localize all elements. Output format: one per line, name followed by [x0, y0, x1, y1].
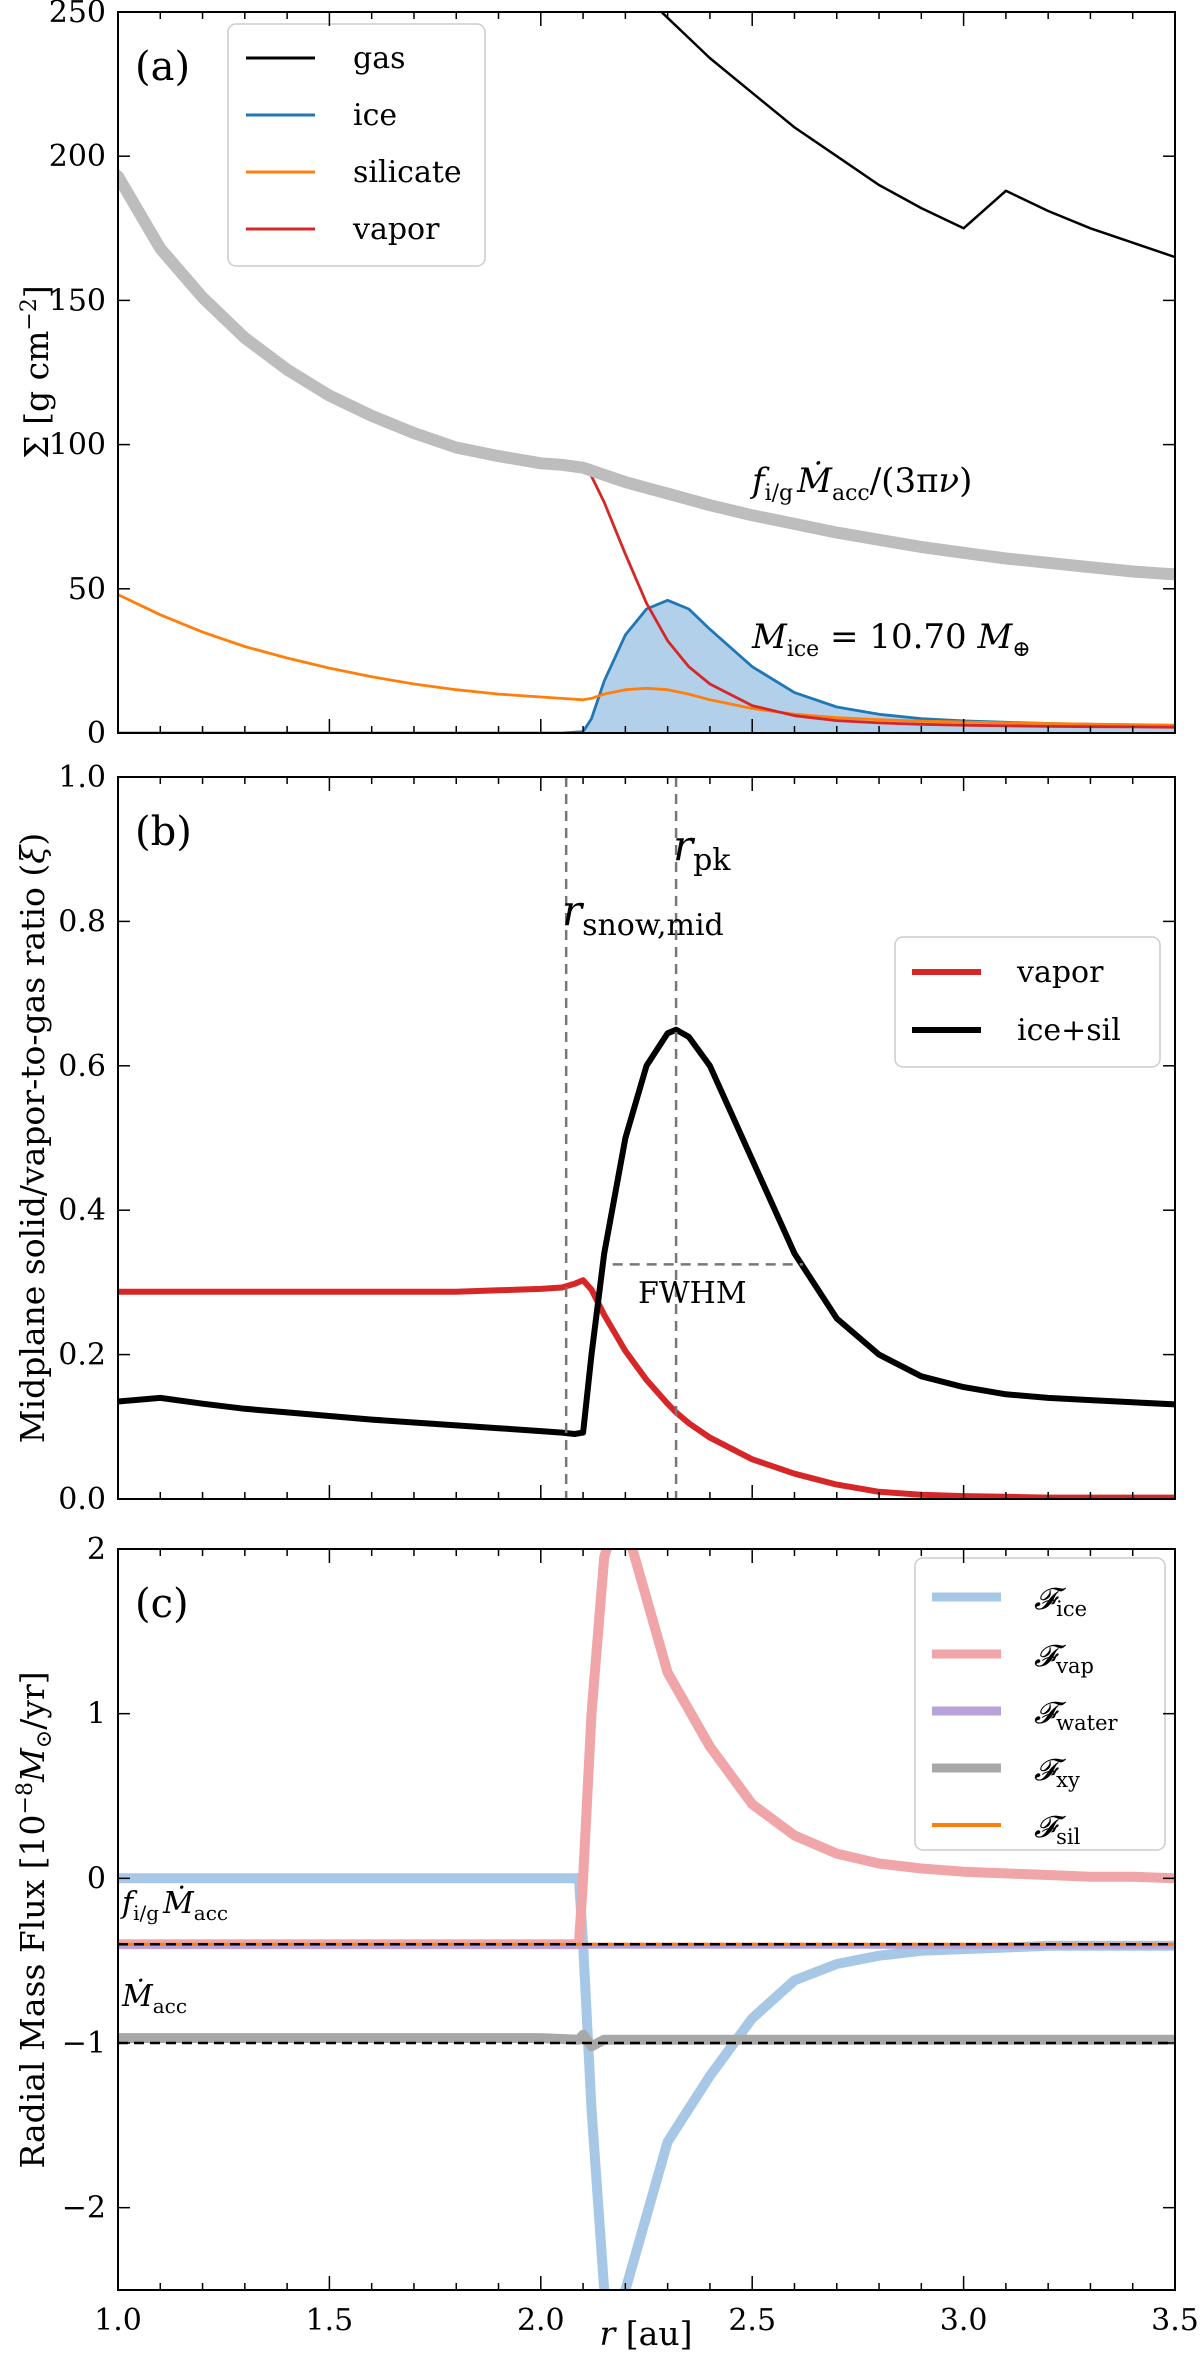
panel-a-ylabel: Σ [g cm−2] — [17, 285, 56, 458]
y-tick-label: 0.2 — [58, 1338, 106, 1373]
r-pk-label: rpk — [673, 821, 731, 878]
panel-b-frame — [117, 776, 1176, 1500]
series-gas-line — [659, 12, 1175, 259]
legend-icesil-label: ice+sil — [1017, 1013, 1121, 1048]
panel-c-ticks: −2 −1 0 1 2 1.0 1.5 2.0 2.5 3.0 3.5 — [62, 1532, 1199, 2338]
panel-b: rpk rsnow,mid FWHM vapor ice+sil 0.00.20… — [13, 760, 1176, 1517]
legend-frame — [227, 23, 486, 267]
legend-gas-label: gas — [353, 41, 406, 76]
x-tick-label: 1.0 — [94, 2303, 142, 2338]
y-tick-label: 150 — [49, 283, 106, 318]
legend-ice-label: ice — [353, 98, 397, 133]
y-tick-label: 200 — [49, 139, 106, 174]
panel-a-frame — [117, 11, 1176, 734]
panel-a: fi/g Ṁacc/(3πν) Mice = 10.70 M⊕ gas ice s… — [17, 0, 1176, 751]
panel-c-ylabel: Radial Mass Flux [10−8M⊙/yr] — [13, 1671, 57, 2168]
y-tick-label: 100 — [49, 428, 106, 463]
y-tick-label: 250 — [49, 0, 106, 30]
panel-c-frame — [117, 1548, 1176, 2291]
panel-a-ticks: 0 50 100 150 200 250 — [49, 0, 1176, 751]
Macc-label: Ṁacc — [121, 1978, 187, 2018]
series-ice-sil-line — [118, 1026, 1175, 1437]
r-snow-label: rsnow,mid — [562, 886, 724, 943]
legend-frame — [914, 1557, 1166, 1851]
series-f-vap-line — [118, 1549, 1175, 1950]
series-f-ig-macc-over-3pinu-line — [118, 170, 1175, 581]
x-tick-label: 2.0 — [517, 2303, 565, 2338]
panel-b-label: (b) — [135, 809, 192, 855]
panel-b-annotations: rpk rsnow,mid FWHM — [562, 821, 747, 1311]
y-tick-label: 0.0 — [58, 1482, 106, 1517]
panel-b-ticks: 0.0 0.2 0.4 0.6 0.8 1.0 — [58, 760, 1176, 1517]
panel-c-label: (c) — [135, 1581, 189, 1627]
panel-b-legend: vapor ice+sil — [894, 936, 1161, 1068]
panel-c-legend: 𝓕ice 𝓕vap 𝓕water 𝓕xy 𝓕sil — [914, 1557, 1166, 1851]
y-tick-label: 0.8 — [58, 904, 106, 939]
panel-a-label: (a) — [135, 44, 190, 90]
f-Macc-label: fi/g Ṁacc — [120, 1885, 228, 1925]
fwhm-label: FWHM — [638, 1276, 747, 1311]
legend-silicate-label: silicate — [353, 155, 462, 190]
legend-F-water-label: 𝓕water — [1034, 1696, 1119, 1735]
y-tick-label: 0.6 — [58, 1049, 106, 1084]
viscous-curve-label: fi/g Ṁacc/(3πν) — [749, 461, 972, 506]
y-tick-label: 2 — [87, 1532, 106, 1567]
ice-shaded-area — [118, 600, 1175, 733]
series-vapor-line — [118, 1277, 1175, 1499]
y-tick-label: 1 — [87, 1697, 106, 1732]
ice-mass-label: Mice = 10.70 M⊕ — [751, 617, 1031, 662]
y-tick-label: −2 — [62, 2191, 106, 2226]
x-tick-label: 3.0 — [940, 2303, 988, 2338]
x-tick-label: 1.5 — [306, 2303, 354, 2338]
y-tick-label: 0.4 — [58, 1193, 106, 1228]
y-tick-label: 50 — [68, 572, 106, 607]
x-tick-label: 2.5 — [728, 2303, 776, 2338]
y-tick-label: 0 — [87, 1861, 106, 1896]
legend-F-vap-label: 𝓕vap — [1034, 1639, 1094, 1678]
x-tick-label: 3.5 — [1151, 2303, 1199, 2338]
y-tick-label: −1 — [62, 2026, 106, 2061]
panel-c-plot-area — [118, 1549, 1175, 2290]
panel-c: fi/g Ṁacc Ṁacc 𝓕ice 𝓕vap 𝓕water 𝓕xy 𝓕sil … — [13, 1532, 1199, 2353]
legend-vapor-label: vapor — [1016, 955, 1104, 990]
y-tick-label: 1.0 — [58, 760, 106, 795]
series-f-xy-line — [118, 2029, 1175, 2052]
panel-c-annotations: fi/g Ṁacc Ṁacc — [120, 1885, 228, 2018]
panel-b-plot-area — [118, 777, 1175, 1499]
legend-vapor-label: vapor — [352, 212, 440, 247]
y-tick-label: 0 — [87, 716, 106, 751]
x-axis-label: r [au] — [600, 2314, 693, 2353]
panel-a-legend: gas ice silicate vapor — [227, 23, 486, 267]
panel-b-ylabel: Midplane solid/vapor-to-gas ratio (ξ) — [13, 833, 52, 1444]
panel-a-annotations: fi/g Ṁacc/(3πν) Mice = 10.70 M⊕ — [749, 461, 1031, 662]
